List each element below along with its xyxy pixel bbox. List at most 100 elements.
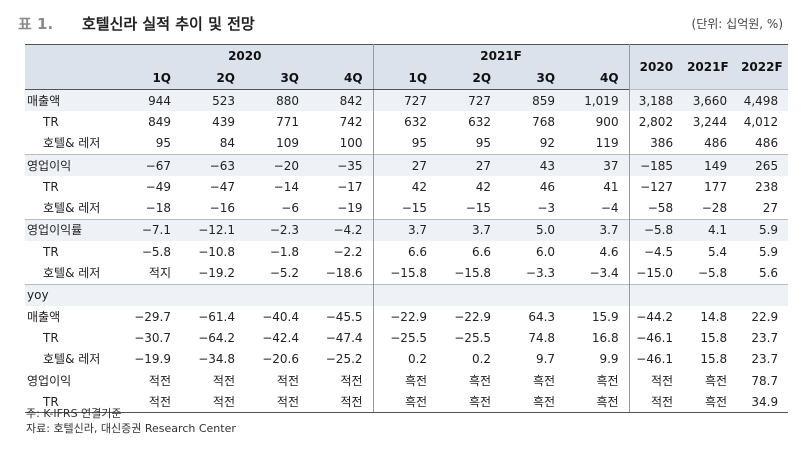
table-cell: 흑전	[437, 391, 502, 414]
table-row: 호텔& 레저 95 84 109 100 95 95 92 119 386 486 486	[25, 132, 788, 155]
table-cell: 흑전	[704, 373, 728, 388]
table-cell: 43	[501, 153, 566, 177]
table-cell: 16.8	[591, 330, 619, 345]
table-cell: −29.7	[134, 309, 171, 324]
row-label: 영업이익	[27, 373, 72, 388]
table-cell: −30.7	[134, 330, 171, 345]
header-year-2021f: 2021F	[372, 44, 630, 67]
table-cell: −61.4	[198, 309, 235, 324]
table-cell: 727	[372, 89, 438, 112]
table-cell: 4.1	[683, 218, 738, 242]
table-cell: 5.4	[707, 244, 728, 259]
table-cell: −64.2	[198, 330, 235, 345]
table-cell: 9.7	[535, 352, 556, 367]
table-cell: 6.0	[535, 244, 556, 259]
table-cell: 15.9	[591, 309, 619, 324]
table-cell: 9.9	[599, 352, 619, 367]
table-cell: 771	[276, 114, 299, 129]
table-cell: −5.8	[628, 218, 684, 242]
table-cell: 6.6	[372, 241, 438, 263]
header-corner-2	[25, 67, 117, 90]
header-quarter: 4Q	[565, 67, 630, 90]
table-cell: −5.8	[697, 266, 728, 281]
table-cell: 적전	[148, 373, 171, 388]
table-cell: −42.4	[262, 330, 299, 345]
table-cell: −19	[337, 201, 363, 216]
table-cell: 흑전	[372, 369, 438, 392]
table-cell: 흑전	[532, 373, 556, 388]
table-cell: −15	[465, 201, 492, 216]
table-cell: −15.0	[628, 262, 684, 285]
table-cell: 적지	[148, 266, 171, 281]
table-cell: −28	[701, 201, 728, 216]
table-row: 호텔& 레저 −18 −16 −6 −19 −15 −15 −3 −4 −58 −28 27	[25, 197, 788, 220]
table-cell: 41	[603, 179, 619, 194]
table-cell: 842	[309, 89, 374, 112]
table-cell: −12.1	[181, 218, 245, 242]
table-cell: 23.7	[751, 352, 779, 367]
table-cell: 3.7	[437, 218, 502, 242]
table-cell: 95	[372, 132, 438, 155]
table-cell: 4,498	[737, 89, 789, 112]
table-cell: −14	[273, 179, 299, 194]
table-cell: 34.9	[737, 391, 789, 414]
table-cell: −34.8	[198, 352, 235, 367]
table-cell: −44.2	[628, 305, 684, 328]
header-annual-2020: 2020	[628, 44, 684, 90]
table-cell: 적전	[181, 391, 245, 414]
table-cell: 95	[475, 136, 492, 151]
table-cell: −49	[145, 179, 171, 194]
table-cell: −63	[181, 153, 245, 177]
table-cell	[737, 283, 789, 306]
header-quarter: 4Q	[309, 67, 374, 90]
table-cell: 64.3	[528, 309, 556, 324]
unit-note: (단위: 십억원, %)	[691, 17, 783, 31]
table-cell: 5.9	[737, 218, 789, 242]
table-cell: 3.7	[372, 218, 438, 242]
table-cell: −2.2	[333, 244, 363, 259]
table-cell: 5.6	[758, 266, 779, 281]
footnotes: 주: K-IFRS 연결기준 자료: 호텔신라, 대신증권 Research C…	[26, 406, 236, 436]
table-cell: −15	[372, 197, 438, 220]
table-row: 영업이익 적전 적전 적전 적전 흑전 흑전 흑전 흑전 적전 흑전 78.7	[25, 369, 788, 392]
table-cell: 149	[683, 153, 738, 177]
table-cell: 22.9	[751, 309, 779, 324]
row-label: 호텔& 레저	[43, 201, 101, 216]
table-cell: 95	[155, 136, 171, 151]
table-cell: 27	[762, 201, 779, 216]
table-cell: 42	[372, 176, 438, 198]
table-cell: 4.6	[599, 244, 619, 259]
table-cell	[437, 283, 502, 306]
row-label: 영업이익	[25, 153, 117, 177]
table-cell: 3,188	[628, 89, 684, 112]
table-cell: 439	[212, 114, 235, 129]
table-cell: 100	[339, 136, 363, 151]
table-cell: −46.1	[628, 327, 684, 349]
table-cell: 742	[339, 114, 363, 129]
table-cell: 880	[245, 89, 309, 112]
table-row: 영업이익 −67 −63 −20 −35 27 27 43 37 −185 149 265	[25, 153, 789, 177]
table-cell	[117, 283, 181, 306]
table-cell: −22.9	[372, 305, 438, 328]
table-row: 호텔& 레저 적지 −19.2 −5.2 −18.6 −15.8 −15.8 −3.3 −3.4…	[25, 262, 788, 285]
table-body: 매출액 944 523 880 842 727 727 859 1,019 3,188 3,660 4…	[25, 89, 789, 414]
table-cell: 5.9	[758, 244, 779, 259]
table-cell: −22.9	[454, 309, 492, 324]
table-cell: 15.8	[700, 352, 728, 367]
header-quarter: 2Q	[437, 67, 502, 90]
table-cell: 적전	[212, 373, 235, 388]
header-row-years: 2020 2021F 2020 2021F 2022F	[25, 44, 789, 90]
earnings-table: 2020 2021F 2020 2021F 2022F 1Q 2Q 3Q 4Q …	[25, 44, 789, 414]
table-cell	[501, 283, 566, 306]
footnote-source: 자료: 호텔신라, 대신증권 Research Center	[26, 422, 236, 435]
footnote-basis: 주: K-IFRS 연결기준	[26, 407, 122, 420]
table-cell: −47	[209, 179, 235, 194]
table-cell: −7.1	[117, 218, 181, 242]
table-cell: 흑전	[372, 391, 438, 414]
table-cell: 0.2	[471, 352, 492, 367]
table-cell: −17	[337, 179, 363, 194]
table-cell: 238	[755, 179, 779, 194]
table-cell: 768	[532, 114, 556, 129]
table-cell: −10.8	[198, 244, 235, 259]
table-cell: 4,012	[743, 114, 779, 129]
